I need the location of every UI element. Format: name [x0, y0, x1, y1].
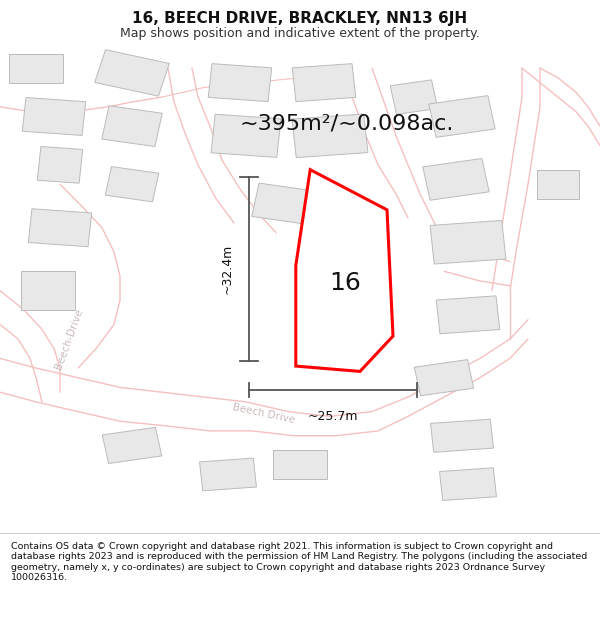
Text: ~32.4m: ~32.4m [221, 244, 234, 294]
Polygon shape [28, 209, 92, 247]
Polygon shape [436, 296, 500, 334]
Polygon shape [429, 96, 495, 138]
Polygon shape [21, 271, 75, 310]
Text: 16, BEECH DRIVE, BRACKLEY, NN13 6JH: 16, BEECH DRIVE, BRACKLEY, NN13 6JH [133, 11, 467, 26]
Polygon shape [273, 450, 327, 479]
Polygon shape [252, 183, 312, 224]
Polygon shape [390, 80, 438, 114]
Text: Beech-Drive: Beech-Drive [53, 308, 85, 371]
Text: ~395m²/~0.098ac.: ~395m²/~0.098ac. [240, 114, 454, 134]
Polygon shape [37, 146, 83, 183]
Polygon shape [296, 169, 393, 371]
Polygon shape [22, 98, 86, 136]
Text: 16: 16 [329, 271, 361, 296]
Polygon shape [414, 359, 474, 396]
Polygon shape [423, 159, 489, 200]
Polygon shape [431, 419, 493, 452]
Polygon shape [95, 50, 169, 96]
Polygon shape [200, 458, 256, 491]
Polygon shape [102, 106, 162, 147]
Polygon shape [208, 64, 272, 102]
Polygon shape [102, 428, 162, 464]
Polygon shape [211, 114, 281, 158]
Text: Beech Drive: Beech Drive [232, 402, 296, 426]
Text: Map shows position and indicative extent of the property.: Map shows position and indicative extent… [120, 27, 480, 40]
Polygon shape [292, 114, 368, 158]
Text: Contains OS data © Crown copyright and database right 2021. This information is : Contains OS data © Crown copyright and d… [11, 542, 587, 582]
Polygon shape [9, 54, 63, 82]
Polygon shape [292, 64, 356, 102]
Polygon shape [440, 468, 496, 501]
Text: ~25.7m: ~25.7m [308, 410, 358, 423]
Polygon shape [430, 221, 506, 264]
Polygon shape [105, 166, 159, 202]
Polygon shape [537, 169, 579, 199]
